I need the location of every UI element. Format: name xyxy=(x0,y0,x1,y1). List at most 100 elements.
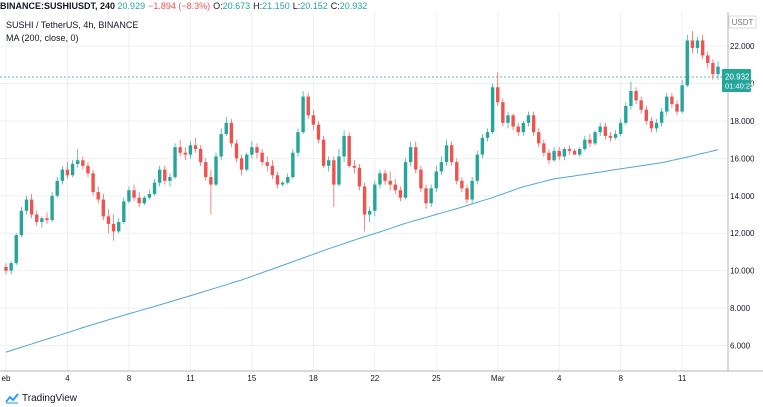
candle-body xyxy=(496,87,500,103)
candle-body xyxy=(485,132,490,138)
candle-body xyxy=(639,100,643,110)
candle-body xyxy=(306,96,310,116)
candle-body xyxy=(157,169,162,183)
candle-body xyxy=(526,115,531,123)
candle-body xyxy=(685,40,689,86)
time-axis[interactable]: eb 4 8 11 15 18 22 25 Mar 4 8 11 xyxy=(2,374,687,383)
candle-body xyxy=(455,162,459,181)
candle-body xyxy=(219,134,223,157)
candle-body xyxy=(137,197,141,204)
x-tick-label: 8 xyxy=(618,374,623,383)
candle-body xyxy=(178,147,182,153)
x-tick-label: 22 xyxy=(370,374,379,383)
candle-body xyxy=(250,147,254,155)
x-tick-label: 18 xyxy=(309,374,318,383)
candle-body xyxy=(378,173,382,185)
candle-body xyxy=(649,120,654,129)
price-chart[interactable]: 22.00020.00018.00016.00014.00012.00010.0… xyxy=(0,12,763,389)
footer-bar: TradingView xyxy=(0,389,763,407)
candle-body xyxy=(270,165,275,176)
symbol-name[interactable]: BINANCE:SUSHIUSDT, 240 xyxy=(0,1,116,11)
candle-body xyxy=(198,149,203,163)
candle-body xyxy=(229,122,234,144)
candle-body xyxy=(393,184,397,191)
tradingview-logo-icon xyxy=(5,393,19,404)
candle-body xyxy=(316,124,321,140)
candle-body xyxy=(634,90,638,101)
candle-body xyxy=(245,154,249,170)
x-tick-label: 4 xyxy=(557,374,562,383)
x-tick-label: 15 xyxy=(247,374,256,383)
candle-body xyxy=(598,126,602,133)
x-tick-label: 11 xyxy=(678,374,687,383)
candle-body xyxy=(81,160,85,166)
candle-body xyxy=(311,115,316,125)
candle-body xyxy=(531,115,536,133)
chart-title: SUSHI / TetherUS, 4h, BINANCE xyxy=(6,20,139,30)
x-tick-label: 25 xyxy=(432,374,441,383)
close-value: 20.932 xyxy=(339,1,368,11)
candle-body xyxy=(234,143,239,159)
chart-legend: SUSHI / TetherUS, 4h, BINANCE MA (200, c… xyxy=(6,19,138,45)
candle-body xyxy=(14,235,18,264)
candle-body xyxy=(204,162,208,178)
candle-body xyxy=(680,85,684,112)
candle-body xyxy=(537,132,541,144)
ma-200-line xyxy=(5,149,719,353)
candle-body xyxy=(337,156,341,185)
candle-body xyxy=(70,163,75,176)
candlestick-series xyxy=(4,31,720,275)
candle-body xyxy=(9,263,13,271)
low-value: 20.152 xyxy=(300,1,328,11)
y-tick-label: 16.000 xyxy=(730,154,755,163)
candle-body xyxy=(96,192,100,200)
x-tick-label: Mar xyxy=(491,374,505,383)
candle-body xyxy=(659,111,664,123)
candle-body xyxy=(127,190,131,202)
candle-body xyxy=(644,109,648,121)
candle-body xyxy=(152,182,157,194)
bar-countdown: 01:40:23 xyxy=(725,82,754,91)
candle-body xyxy=(55,180,59,196)
candle-body xyxy=(618,122,623,135)
candle-body xyxy=(291,152,295,178)
x-tick-label: eb xyxy=(2,374,11,383)
candle-body xyxy=(629,90,633,106)
candle-body xyxy=(557,150,561,157)
candle-body xyxy=(193,145,198,150)
candle-body xyxy=(552,150,556,161)
candle-body xyxy=(608,135,613,138)
candle-body xyxy=(280,182,285,185)
last-price-marker: 20.932 01:40:23 xyxy=(722,69,754,92)
candle-body xyxy=(265,162,269,166)
y-tick-label: 14.000 xyxy=(730,192,755,201)
last-price-tag: 20.932 xyxy=(725,73,750,82)
candle-body xyxy=(76,160,80,164)
candle-body xyxy=(122,201,126,223)
candle-body xyxy=(475,154,479,181)
candle-body xyxy=(439,162,444,172)
candle-body xyxy=(588,139,592,144)
x-tick-label: 11 xyxy=(186,374,195,383)
candle-body xyxy=(163,169,167,181)
candle-body xyxy=(690,40,695,48)
candle-body xyxy=(86,165,90,174)
candle-body xyxy=(716,66,720,75)
candle-body xyxy=(275,175,280,185)
candle-body xyxy=(547,152,551,161)
candle-body xyxy=(665,96,669,112)
candle-body xyxy=(577,149,582,155)
open-value: 20.673 xyxy=(222,1,251,11)
candle-body xyxy=(321,139,326,166)
candle-body xyxy=(501,102,505,123)
candle-body xyxy=(357,167,362,187)
candle-body xyxy=(239,158,244,170)
indicator-label[interactable]: MA (200, close, 0) xyxy=(6,33,79,43)
candle-body xyxy=(91,173,95,193)
candle-body xyxy=(414,147,418,170)
candle-body xyxy=(301,96,305,133)
candle-body xyxy=(116,222,121,232)
candle-body xyxy=(209,177,213,185)
brand-name[interactable]: TradingView xyxy=(22,393,78,404)
candle-body xyxy=(700,40,705,56)
